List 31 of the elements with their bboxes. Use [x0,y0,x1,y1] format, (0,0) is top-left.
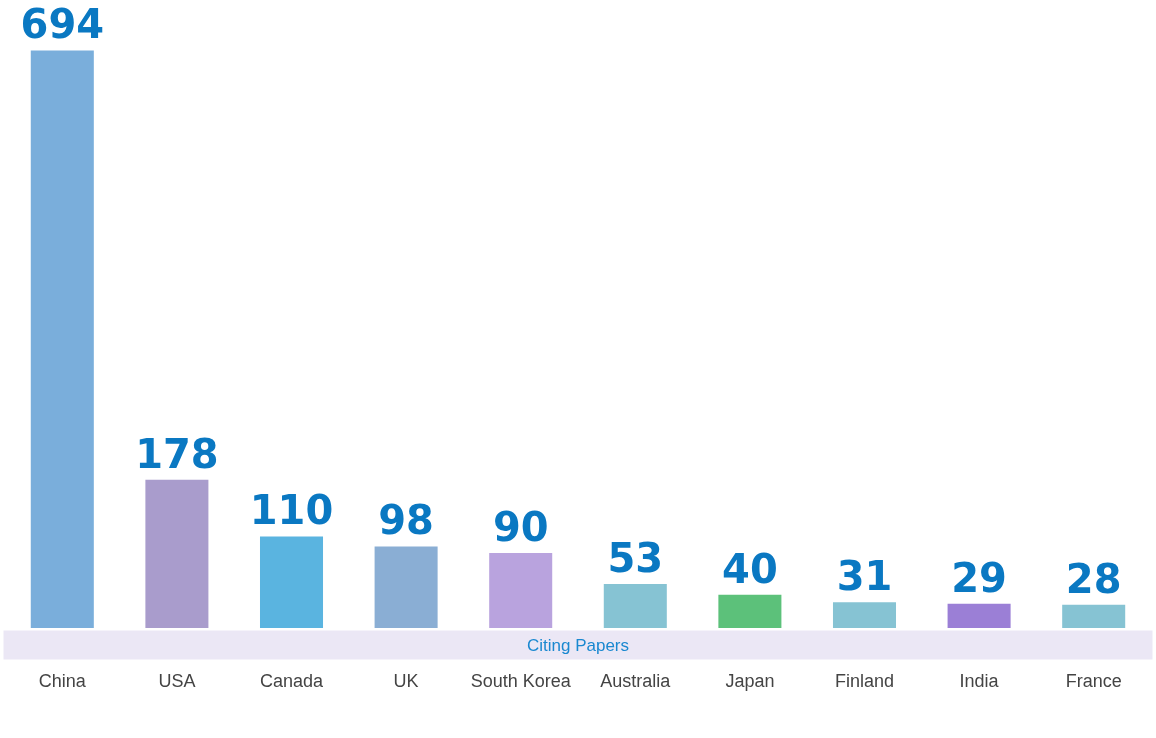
bar [374,546,438,628]
bar [947,603,1011,628]
bar [832,602,897,628]
data-label: 178 [135,430,219,477]
data-label: 694 [20,1,105,48]
bar [603,583,667,628]
bar [1062,604,1126,628]
x-tick-label: France [1065,671,1122,691]
text: Citing Papers [526,635,630,655]
x-tick-label: Australia [600,671,672,691]
bar [718,594,782,628]
x-tick-label: USA [158,671,196,691]
x-tick-label: UK [393,671,419,691]
data-label: 31 [836,553,893,600]
data-label: 90 [492,504,549,551]
bar [30,50,94,628]
x-tick-label: China [38,671,87,691]
x-tick-label: Japan [725,671,775,691]
data-label: 28 [1065,555,1122,602]
data-label: 53 [607,534,664,581]
bar [259,536,324,628]
x-tick-label: South Korea [470,671,572,691]
data-label: 110 [249,487,334,534]
x-tick-label: Finland [834,671,895,691]
bar [489,553,553,628]
x-tick-label: India [959,671,1000,691]
data-label: 98 [378,497,434,544]
x-tick-label: Canada [259,671,325,691]
data-label: 29 [951,554,1007,601]
data-label: 40 [722,545,778,592]
bar [145,479,209,628]
